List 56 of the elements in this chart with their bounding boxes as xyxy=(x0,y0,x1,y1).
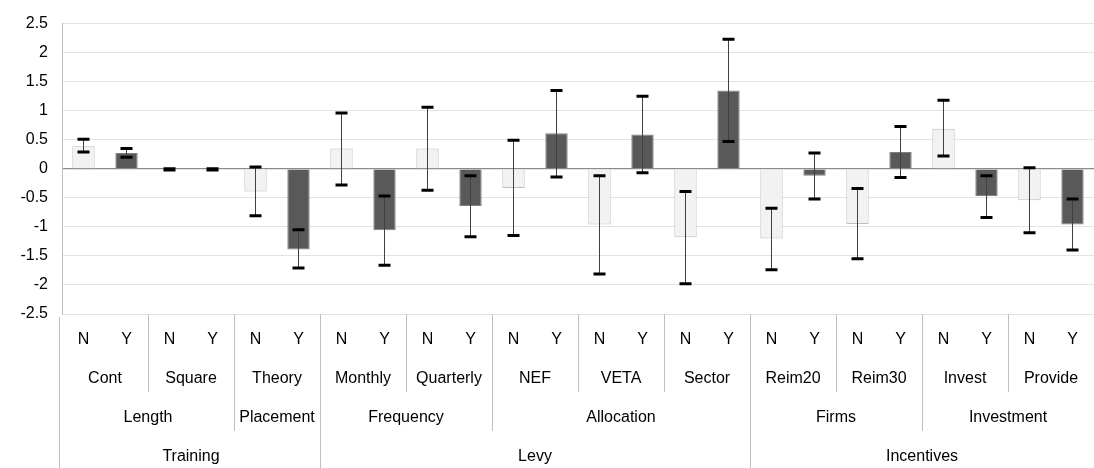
x-tick-label: Y xyxy=(551,330,563,348)
x-tick-label: N xyxy=(335,330,348,348)
x-tick-label: N xyxy=(507,330,520,348)
y-tick-label: -1.5 xyxy=(20,246,49,264)
x-tick-label: N xyxy=(937,330,950,348)
text: Quarterly xyxy=(416,369,482,387)
x-tick-label: N xyxy=(163,330,176,348)
y-tick-label: -0.5 xyxy=(20,188,49,206)
text: Frequency xyxy=(368,408,444,426)
text: Firms xyxy=(816,408,856,426)
x-tick-label: N xyxy=(851,330,864,348)
text: Theory xyxy=(252,369,302,387)
x-tick-label: Y xyxy=(465,330,477,348)
y-tick-label: -2.5 xyxy=(20,304,49,322)
x-tick-label: N xyxy=(593,330,606,348)
y-tick-label: 0 xyxy=(39,159,49,177)
x-tick-label: Y xyxy=(981,330,993,348)
x-tick-label: Y xyxy=(293,330,305,348)
x-tick-label: Y xyxy=(723,330,735,348)
text: Length xyxy=(123,408,173,426)
x-tick-label: Y xyxy=(895,330,907,348)
y-tick-label: 0.5 xyxy=(25,130,49,148)
x-tick-label: Y xyxy=(121,330,133,348)
text: Allocation xyxy=(586,408,656,426)
y-tick-label: 2 xyxy=(39,43,49,61)
text: Training xyxy=(162,447,220,465)
text: Sector xyxy=(683,369,731,387)
text: Reim30 xyxy=(851,369,907,387)
y-tick-label: -1 xyxy=(33,217,49,235)
text: VETA xyxy=(600,369,642,387)
y-tick-label: -2 xyxy=(33,275,49,293)
y-tick-label: 1 xyxy=(39,101,49,119)
x-tick-label: N xyxy=(77,330,90,348)
text: Investment xyxy=(968,408,1048,426)
x-tick-label: N xyxy=(1023,330,1036,348)
text: Incentives xyxy=(885,447,959,465)
x-tick-label: Y xyxy=(637,330,649,348)
text: Provide xyxy=(1023,369,1079,387)
text: Placement xyxy=(239,408,316,426)
text: Monthly xyxy=(334,369,392,387)
text: Square xyxy=(165,369,217,387)
text: Levy xyxy=(518,447,552,465)
x-tick-label: Y xyxy=(1067,330,1079,348)
x-tick-label: N xyxy=(679,330,692,348)
x-tick-label: Y xyxy=(809,330,821,348)
x-tick-label: N xyxy=(765,330,778,348)
text: Invest xyxy=(943,369,987,387)
x-tick-label: Y xyxy=(207,330,219,348)
text: Reim20 xyxy=(765,369,821,387)
y-tick-label: 2.5 xyxy=(25,14,49,32)
x-tick-label: Y xyxy=(379,330,391,348)
y-tick-label: 1.5 xyxy=(25,72,49,90)
x-tick-label: N xyxy=(421,330,434,348)
text: NEF xyxy=(519,369,552,387)
text: Cont xyxy=(88,369,123,387)
x-tick-label: N xyxy=(249,330,262,348)
